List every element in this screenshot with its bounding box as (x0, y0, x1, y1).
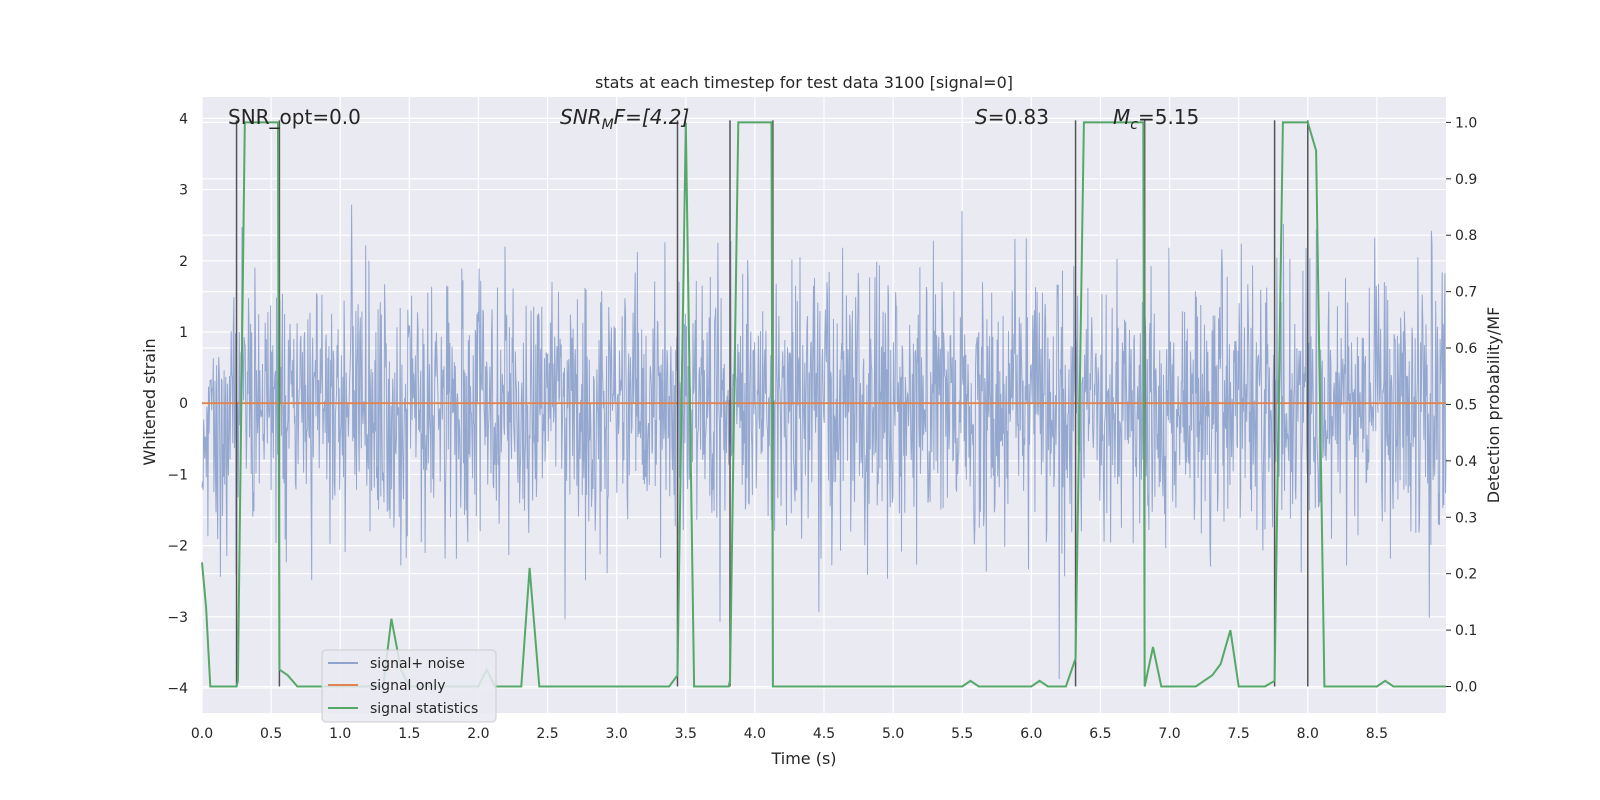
y2-tick-label: 0.1 (1455, 623, 1477, 639)
x-tick-label: 6.0 (1020, 726, 1042, 742)
annotation-snr-mf: SNRMF=[4.2] (560, 105, 689, 133)
y2-tick-label: 0.5 (1455, 397, 1477, 413)
y2-tick-label: 0.7 (1455, 285, 1477, 301)
x-tick-label: 8.5 (1366, 726, 1388, 742)
x-axis-label: Time (s) (770, 749, 836, 768)
legend-label-signal-statistics: signal statistics (370, 701, 478, 717)
y2-axis-ticks: 1.0 0.9 0.8 0.7 0.6 0.5 0.4 0.3 0.2 0.1 0.0 (1446, 115, 1477, 695)
y2-tick-label: 0.6 (1455, 341, 1477, 357)
x-axis-ticks: 0.0 0.5 1.0 1.5 2.0 2.5 3.0 3.5 4.0 4.5 5.0 5.5 6.0 6… (191, 726, 1388, 742)
x-tick-label: 2.0 (467, 726, 489, 742)
y-tick-label: −4 (167, 681, 188, 697)
x-tick-label: 2.5 (536, 726, 558, 742)
annotation-s: S=0.83 (975, 105, 1049, 129)
chart-title: stats at each timestep for test data 310… (595, 73, 1013, 92)
legend-box (321, 649, 497, 723)
y2-tick-label: 0.9 (1455, 172, 1477, 188)
y2-axis-label: Detection probability/MF (1484, 307, 1503, 504)
x-tick-label: 1.0 (329, 726, 351, 742)
series-signal-noise (201, 204, 1447, 680)
y-tick-label: −2 (167, 539, 188, 555)
legend-label-signal-only: signal only (370, 678, 445, 694)
y2-tick-label: 1.0 (1455, 115, 1477, 131)
y2-tick-label: 0.3 (1455, 510, 1477, 526)
y-tick-label: −1 (167, 467, 188, 483)
annotation-mc: Mc=5.15 (1113, 105, 1199, 133)
x-tick-label: 4.0 (744, 726, 766, 742)
x-tick-label: 0.0 (191, 726, 213, 742)
x-tick-label: 8.0 (1297, 726, 1319, 742)
x-tick-label: 5.0 (882, 726, 904, 742)
y-tick-label: 0 (179, 396, 188, 412)
x-tick-label: 5.5 (951, 726, 973, 742)
x-tick-label: 6.5 (1089, 726, 1111, 742)
y-tick-label: 3 (179, 183, 188, 199)
y2-tick-label: 0.4 (1455, 454, 1477, 470)
signal-noise-line (201, 204, 1447, 680)
x-tick-label: 4.5 (813, 726, 835, 742)
x-tick-label: 7.0 (1158, 726, 1180, 742)
legend: signal+ noise signal only signal statist… (321, 649, 497, 723)
x-tick-label: 7.5 (1228, 726, 1250, 742)
y2-tick-label: 0.8 (1455, 228, 1477, 244)
legend-label-signal-noise: signal+ noise (370, 656, 465, 672)
y-tick-label: 4 (179, 111, 188, 127)
y2-tick-label: 0.0 (1455, 679, 1477, 695)
x-tick-label: 0.5 (260, 726, 282, 742)
annotation-snr-opt: SNR_opt=0.0 (228, 105, 361, 129)
x-tick-label: 1.5 (398, 726, 420, 742)
y-axis-label: Whitened strain (140, 338, 159, 465)
y-tick-label: 2 (179, 254, 188, 270)
y-axis-ticks: 4 3 2 1 0 −1 −2 −3 −4 (167, 111, 188, 697)
y-tick-label: −3 (167, 610, 188, 626)
x-tick-label: 3.0 (606, 726, 628, 742)
y-tick-label: 1 (179, 325, 188, 341)
y2-tick-label: 0.2 (1455, 567, 1477, 583)
x-tick-label: 3.5 (675, 726, 697, 742)
